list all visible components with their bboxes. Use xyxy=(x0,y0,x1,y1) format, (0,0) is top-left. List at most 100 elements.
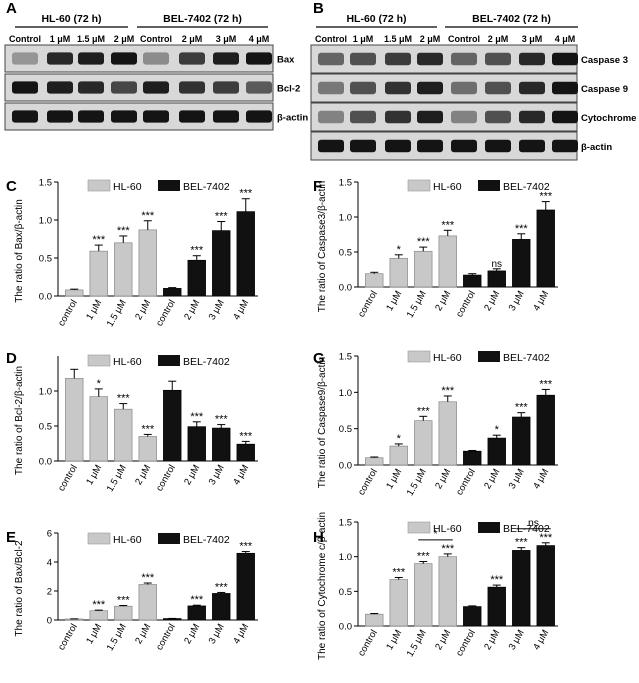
x-tick-label: 1.5 μM xyxy=(105,298,129,329)
significance-label: *** xyxy=(515,223,529,235)
group-header: HL-60 (72 h) xyxy=(41,13,101,25)
significance-label: *** xyxy=(92,234,106,246)
bar xyxy=(114,408,133,462)
legend-swatch-hl60 xyxy=(407,350,431,363)
y-tick-label: 0.0 xyxy=(339,283,352,294)
x-tick-label: control xyxy=(356,628,380,658)
bar xyxy=(65,289,84,297)
significance-label: *** xyxy=(417,551,431,563)
bar xyxy=(365,613,384,627)
x-tick-label: 3 μM xyxy=(507,628,527,652)
x-tick-label: 3 μM xyxy=(207,463,227,487)
blot-band xyxy=(318,81,344,95)
x-tick-label: 2 μM xyxy=(482,467,502,491)
y-tick-label: 1.5 xyxy=(39,178,52,189)
legend-label: BEL-7402 xyxy=(503,352,550,364)
blot-band xyxy=(417,110,443,124)
significance-label: * xyxy=(397,433,402,445)
blot-band xyxy=(519,81,545,95)
significance-label: *** xyxy=(141,210,155,222)
x-tick-label: 4 μM xyxy=(531,467,551,491)
x-tick-label: 2 μM xyxy=(482,289,502,313)
panel-letter: B xyxy=(313,0,324,17)
lane-label: 2 μM xyxy=(114,34,135,44)
blot-band xyxy=(552,81,578,95)
significance-label: *** xyxy=(515,402,529,414)
group-header: HL-60 (72 h) xyxy=(346,13,406,25)
blot-band xyxy=(12,81,38,94)
blot-band xyxy=(519,52,545,66)
blot-band xyxy=(246,81,272,94)
legend-swatch-hl60 xyxy=(87,532,111,545)
significance-label: *** xyxy=(239,541,253,553)
significance-label: *** xyxy=(190,594,204,606)
y-tick-label: 6 xyxy=(47,529,52,540)
blot-band xyxy=(385,139,411,153)
blot-band xyxy=(350,110,376,124)
legend-label: BEL-7402 xyxy=(183,356,230,368)
significance-label: *** xyxy=(239,188,253,200)
y-tick-label: 0.0 xyxy=(339,622,352,633)
legend-swatch-bel7402 xyxy=(478,351,500,362)
bar xyxy=(65,378,84,462)
lane-label: 3 μM xyxy=(216,34,237,44)
significance-label: * xyxy=(397,244,402,256)
x-tick-label: 3 μM xyxy=(507,467,527,491)
bar xyxy=(389,257,408,288)
x-tick-label: 4 μM xyxy=(531,628,551,652)
panel-letter: C xyxy=(6,178,17,195)
bar xyxy=(512,239,531,288)
blot-band xyxy=(350,139,376,153)
legend-label: HL-60 xyxy=(113,356,142,368)
bar xyxy=(212,230,231,297)
bar xyxy=(487,437,506,466)
x-tick-label: 1 μM xyxy=(384,467,404,491)
y-tick-label: 1.5 xyxy=(339,518,352,529)
legend-swatch-bel7402 xyxy=(158,355,180,366)
lane-label: 1 μM xyxy=(50,34,71,44)
y-tick-label: 0.0 xyxy=(339,461,352,472)
bar xyxy=(389,445,408,466)
significance-label: *** xyxy=(239,430,253,442)
bar xyxy=(138,229,157,297)
significance-label: *** xyxy=(92,599,106,611)
bar xyxy=(414,420,433,466)
significance-label: *** xyxy=(515,537,529,549)
lane-label: Control xyxy=(140,34,172,44)
y-tick-label: 0.5 xyxy=(39,254,52,265)
y-axis-label: The ratio of Caspase3/β-actin xyxy=(317,181,328,312)
y-tick-label: 2 xyxy=(47,587,52,598)
blot-band xyxy=(350,81,376,95)
significance-label: *** xyxy=(117,225,131,237)
bar xyxy=(187,259,206,297)
x-tick-label: 4 μM xyxy=(231,298,251,322)
y-tick-label: 0.0 xyxy=(39,292,52,303)
legend-swatch-hl60 xyxy=(87,354,111,367)
blot-row-label: Caspase 3 xyxy=(581,55,628,66)
y-axis-label: The ratio of Caspase9/β-actin xyxy=(317,357,328,488)
blot-band xyxy=(485,139,511,153)
legend-swatch-hl60 xyxy=(407,521,431,534)
panel-letter: F xyxy=(313,178,322,195)
bar xyxy=(89,610,108,621)
lane-label: 2 μM xyxy=(420,34,441,44)
significance-label: * xyxy=(97,378,102,390)
x-tick-label: control xyxy=(154,463,178,493)
blot-band xyxy=(485,110,511,124)
significance-label: *** xyxy=(441,543,455,555)
y-tick-label: 0.0 xyxy=(39,457,52,468)
significance-label: *** xyxy=(215,581,229,593)
significance-label: *** xyxy=(190,411,204,423)
bar xyxy=(187,605,206,621)
bar xyxy=(187,426,206,462)
x-tick-label: 4 μM xyxy=(231,622,251,646)
bar xyxy=(212,593,231,621)
significance-label: *** xyxy=(117,595,131,607)
bracket-label: * xyxy=(433,528,437,540)
y-tick-label: 0.5 xyxy=(39,422,52,433)
x-tick-label: control xyxy=(454,467,478,497)
panel-letter: H xyxy=(313,529,324,546)
bar xyxy=(414,563,433,627)
significance-label: * xyxy=(495,424,500,436)
